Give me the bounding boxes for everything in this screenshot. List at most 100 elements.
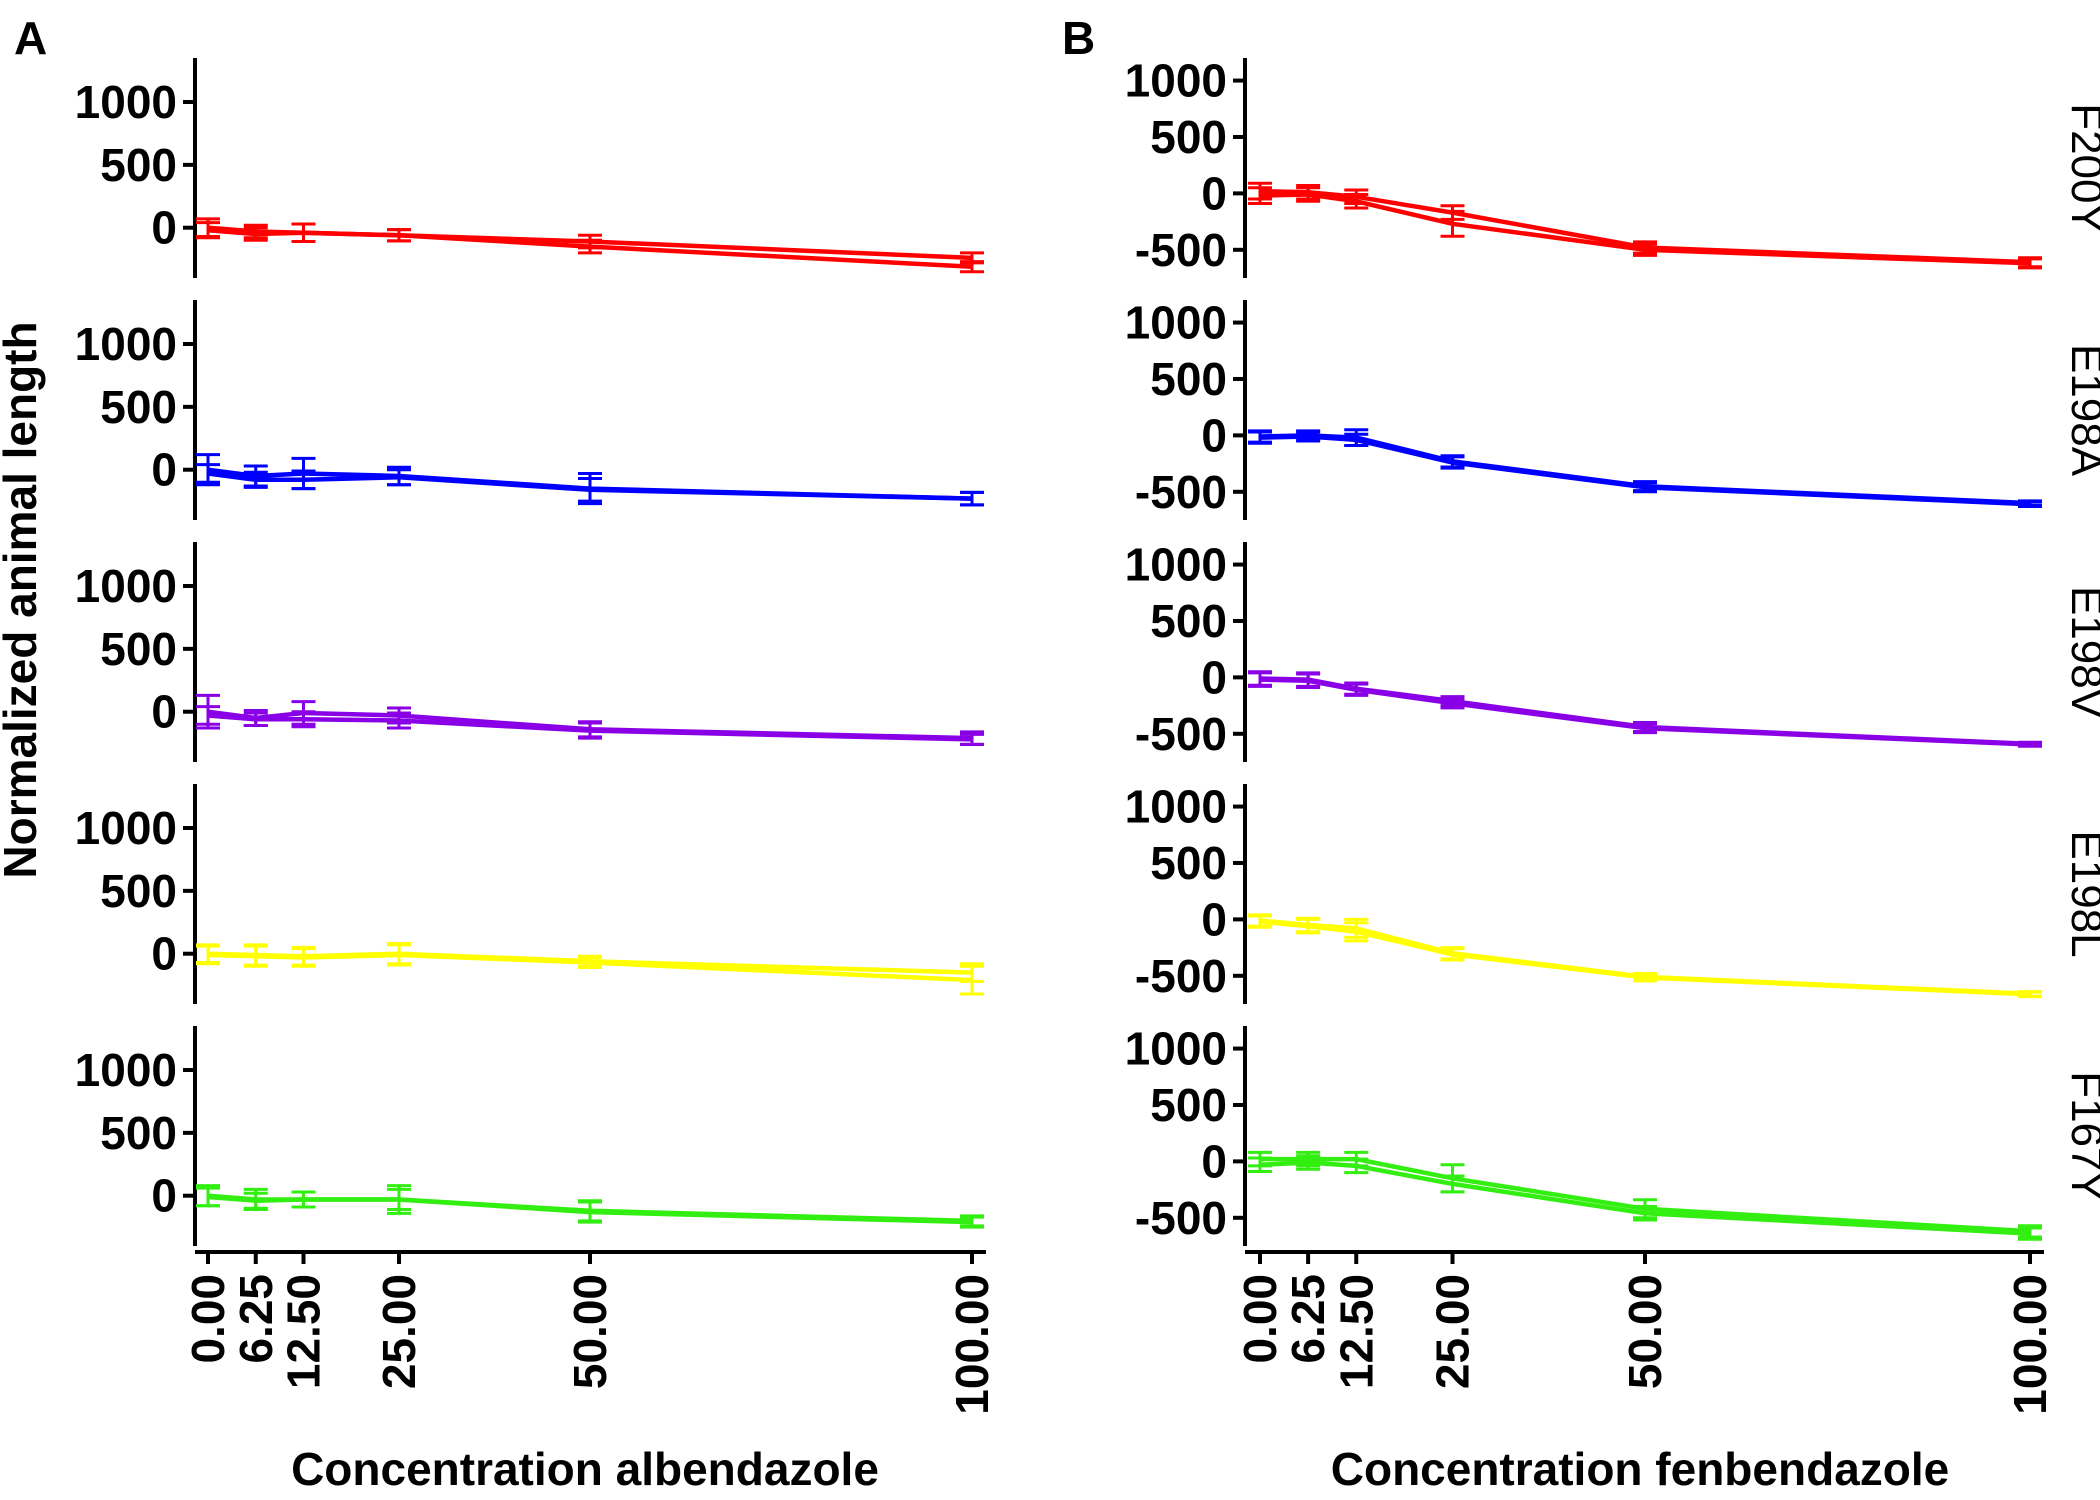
y-tick-label: 1000 [1125, 55, 1227, 107]
facet-a-e198v: 0 500 1000 [75, 542, 984, 762]
x-tick-label: 100.00 [2004, 1274, 2056, 1415]
error-bar [1440, 455, 1465, 470]
error-bar [960, 1215, 984, 1229]
y-tick-label: 0 [1201, 893, 1227, 945]
error-bar [1248, 186, 1272, 206]
series-line [207, 1194, 973, 1225]
error-bar [387, 1187, 411, 1212]
series-line [207, 471, 973, 501]
error-bar [1296, 1154, 1321, 1171]
error-bar [960, 732, 984, 746]
facet-a-f167y: 0 500 1000 [75, 1026, 984, 1246]
error-bar [1440, 1174, 1465, 1194]
x-axis-title-b: Concentration fenbendazole [1331, 1443, 1949, 1495]
series-line [1259, 434, 2031, 507]
error-bar [1633, 242, 1657, 257]
y-tick-label: 500 [100, 139, 177, 191]
error-bar [1440, 209, 1465, 238]
series-line [207, 713, 973, 742]
error-bar [196, 1186, 220, 1208]
x-tick-label: 12.50 [1330, 1274, 1382, 1389]
error-bar [291, 1190, 316, 1209]
series-line [1260, 1156, 2031, 1234]
error-bar [1344, 682, 1369, 697]
error-bar [2018, 257, 2042, 270]
strip-label-e198l: E198L [2062, 830, 2100, 957]
x-tick-label: 0.00 [182, 1274, 234, 1364]
error-bar [2018, 500, 2042, 508]
error-bar [243, 226, 268, 242]
error-bar [578, 477, 602, 503]
series-line [207, 952, 973, 983]
y-tick-label: 0 [151, 928, 177, 980]
error-bar [243, 711, 268, 728]
error-bar [1248, 914, 1272, 929]
error-bar [1296, 430, 1321, 443]
series-line [207, 227, 973, 269]
y-tick-label: 0 [1201, 651, 1227, 703]
error-bar [196, 705, 220, 726]
y-tick-label: 1000 [75, 76, 177, 128]
y-tick-label: -500 [1135, 708, 1227, 760]
strip-label-f167y: F167Y [2062, 1071, 2100, 1201]
error-bar [1296, 672, 1321, 690]
error-bar [1248, 430, 1272, 445]
error-bar [2018, 1226, 2042, 1241]
error-bar [578, 238, 602, 255]
error-bar [291, 222, 316, 244]
error-bar [387, 468, 411, 487]
error-bar [1248, 1156, 1272, 1174]
strip-label-f200y: F200Y [2062, 103, 2100, 233]
error-bar [1344, 1157, 1369, 1175]
y-tick-label: -500 [1135, 1192, 1227, 1244]
error-bar [960, 964, 984, 996]
error-bar [196, 221, 220, 240]
y-tick-label: 500 [100, 623, 177, 675]
error-bar [1296, 917, 1321, 935]
error-bar [1440, 697, 1465, 710]
x-axis-title-a: Concentration albendazole [291, 1443, 879, 1495]
y-tick-label: 0 [151, 1170, 177, 1222]
strip-label-e198v: E198V [2062, 586, 2100, 719]
error-bar [387, 943, 411, 967]
y-tick-label: 1000 [1125, 297, 1227, 349]
x-tick-label: 6.25 [1282, 1274, 1334, 1364]
error-bar [1344, 921, 1369, 943]
y-tick-label: 0 [151, 686, 177, 738]
error-bar [243, 944, 268, 968]
y-tick-label: 500 [100, 1107, 177, 1159]
y-tick-label: 500 [1150, 1079, 1227, 1131]
panel-letter-a: A [14, 12, 47, 64]
error-bar [243, 1191, 268, 1210]
y-tick-label: 500 [1150, 111, 1227, 163]
y-tick-label: 1000 [75, 1044, 177, 1096]
error-bar [578, 721, 602, 740]
y-tick-label: 500 [100, 865, 177, 917]
error-bar [1440, 947, 1465, 962]
error-bar [960, 260, 984, 274]
y-tick-label: 0 [151, 444, 177, 496]
facet-a-f200y: 0 500 1000 [75, 58, 984, 278]
y-tick-label: 1000 [1125, 781, 1227, 833]
x-tick-label: 6.25 [230, 1274, 282, 1364]
error-bar [196, 944, 220, 966]
facet-a-e198l: 0 500 1000 [75, 784, 984, 1004]
error-bar [1633, 481, 1657, 494]
series-line [1259, 192, 2031, 266]
error-bar [1633, 1205, 1657, 1222]
error-bar [387, 711, 411, 730]
error-bar [1344, 193, 1369, 210]
error-bar [291, 947, 316, 968]
y-tick-label: -500 [1135, 224, 1227, 276]
error-bar [960, 490, 984, 507]
y-tick-label: 500 [1150, 595, 1227, 647]
error-bar [196, 463, 220, 484]
y-tick-label: -500 [1135, 466, 1227, 518]
